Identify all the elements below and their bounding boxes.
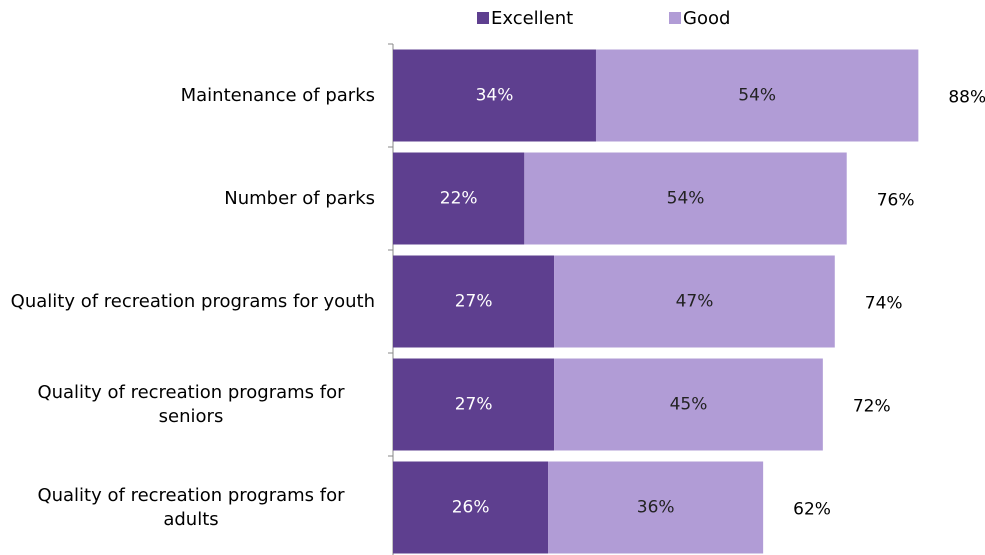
- category-text: Quality of recreation programs for senio…: [37, 381, 345, 427]
- bar: [393, 358, 555, 451]
- bar: [554, 358, 823, 451]
- category-text: Number of parks: [224, 187, 375, 209]
- bar: [548, 461, 764, 554]
- bar: [393, 461, 549, 554]
- total-label: 72%: [853, 397, 891, 417]
- total-label: 88%: [948, 88, 985, 108]
- category-text: Quality of recreation programs for youth: [10, 290, 375, 312]
- value-label: 54%: [667, 189, 705, 209]
- category-label: Quality of recreation programs for senio…: [0, 381, 375, 429]
- bar: [595, 49, 919, 142]
- total-label: 76%: [877, 191, 915, 211]
- value-label: 54%: [738, 86, 776, 106]
- value-label: 26%: [452, 498, 490, 518]
- legend-label: Good: [683, 8, 730, 29]
- bar: [393, 49, 596, 142]
- category-label: Number of parks: [0, 187, 375, 211]
- legend-swatch: [477, 12, 489, 24]
- total-label: 74%: [865, 294, 903, 314]
- value-label: 22%: [440, 189, 478, 209]
- legend-label: Excellent: [491, 8, 573, 29]
- value-label: 47%: [676, 292, 714, 312]
- bar: [393, 255, 555, 348]
- category-label: Maintenance of parks: [0, 84, 375, 108]
- bar: [524, 152, 847, 245]
- bar: [393, 152, 525, 245]
- value-label: 36%: [637, 498, 675, 518]
- value-label: 45%: [670, 395, 708, 415]
- value-label: 34%: [476, 86, 514, 106]
- legend-swatch: [669, 12, 681, 24]
- category-label: Quality of recreation programs for adult…: [0, 484, 375, 532]
- category-text: Maintenance of parks: [180, 84, 375, 106]
- category-text: Quality of recreation programs for adult…: [37, 484, 345, 530]
- value-label: 27%: [455, 395, 493, 415]
- total-label: 62%: [793, 500, 831, 520]
- bar: [554, 255, 835, 348]
- value-label: 27%: [455, 292, 493, 312]
- category-label: Quality of recreation programs for youth: [0, 290, 375, 314]
